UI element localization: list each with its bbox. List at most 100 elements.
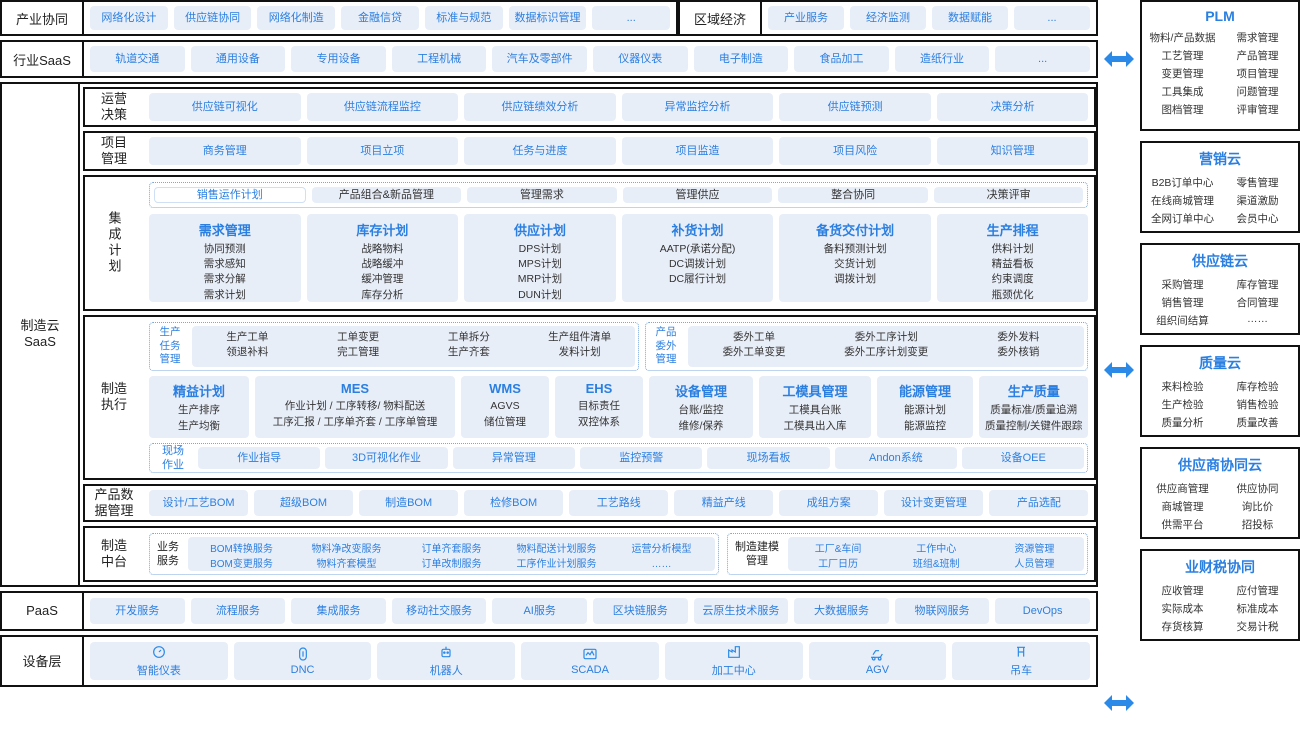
outsource-column[interactable]: 委外工序计划 委外工序计划变更 xyxy=(822,330,950,363)
chip-regional-economy[interactable]: 数据赋能 xyxy=(932,6,1008,30)
task-column[interactable]: 工单拆分 生产齐套 xyxy=(416,330,523,363)
device-chip-dnc[interactable]: DNC xyxy=(233,641,372,680)
panel-quality-cloud[interactable]: 质量云 来料检验 库存检验 生产检验 销售检验 质量分析 质量改善 xyxy=(1140,345,1300,437)
chip-site-operation[interactable]: 监控预警 xyxy=(580,446,703,469)
business-service-column[interactable]: BOM转换服务 BOM变更服务 xyxy=(190,542,293,570)
plan-card[interactable]: 补货计划 AATP(承诺分配) DC调拨计划 DC履行计划 xyxy=(621,214,774,302)
chip-operation-decision[interactable]: 供应链流程监控 xyxy=(306,93,459,121)
exec-card[interactable]: 精益计划 生产排序 生产均衡 xyxy=(149,375,249,438)
panel-finance-tax-collab[interactable]: 业财税协同 应收管理 应付管理 实际成本 标准成本 存货核算 交易计税 xyxy=(1140,549,1300,641)
chip-operation-decision[interactable]: 决策分析 xyxy=(936,93,1089,121)
chip-site-operation[interactable]: 作业指导 xyxy=(198,446,321,469)
chip-paas[interactable]: 云原生技术服务 xyxy=(693,597,789,624)
business-service-column[interactable]: 物料净改变服务 物料齐套模型 xyxy=(295,542,398,570)
chip-operation-decision[interactable]: 供应链预测 xyxy=(779,93,931,121)
outsource-column[interactable]: 委外工单 委外工单变更 xyxy=(690,330,818,363)
chip-regional-economy[interactable]: 经济监测 xyxy=(850,6,926,30)
chip-paas[interactable]: 区块链服务 xyxy=(592,597,688,624)
chip-product-data[interactable]: 检修BOM xyxy=(464,489,564,516)
exec-card[interactable]: WMS AGVS 储位管理 xyxy=(461,375,549,438)
device-chip-crane[interactable]: 吊车 xyxy=(952,641,1091,680)
chip-industry-saas[interactable]: 专用设备 xyxy=(291,46,386,72)
chip-paas[interactable]: 物联网服务 xyxy=(894,597,990,624)
chip-plan-top[interactable]: 决策评审 xyxy=(933,187,1084,203)
chip-industry-saas[interactable]: 汽车及零部件 xyxy=(492,46,587,72)
exec-card[interactable]: EHS 目标责任 双控体系 xyxy=(555,375,643,438)
chip-industry-collab[interactable]: 供应链协同 xyxy=(173,6,252,30)
chip-site-operation[interactable]: 设备OEE xyxy=(962,446,1085,469)
chip-regional-economy-more[interactable]: ... xyxy=(1014,6,1090,30)
device-chip-agv[interactable]: AGV xyxy=(808,641,947,680)
chip-industry-saas[interactable]: 食品加工 xyxy=(794,46,889,72)
chip-paas[interactable]: 大数据服务 xyxy=(794,597,889,624)
chip-site-operation[interactable]: 异常管理 xyxy=(452,446,576,469)
chip-paas[interactable]: 流程服务 xyxy=(190,597,286,624)
chip-project-management[interactable]: 项目监造 xyxy=(621,137,774,165)
chip-paas[interactable]: 集成服务 xyxy=(291,597,386,624)
chip-plan-top[interactable]: 管理需求 xyxy=(467,187,617,203)
chip-product-data[interactable]: 产品选配 xyxy=(989,489,1089,516)
chip-industry-collab[interactable]: 数据标识管理 xyxy=(508,6,587,30)
exec-card[interactable]: 工模具管理 工模具台账 工模具出入库 xyxy=(759,375,871,438)
plan-card[interactable]: 备货交付计划 备料预测计划 交货计划 调拨计划 xyxy=(779,214,931,302)
business-service-column[interactable]: 订单齐套服务 订单改制服务 xyxy=(400,542,503,570)
chip-plan-top[interactable]: 管理供应 xyxy=(622,187,773,203)
chip-industry-collab-more[interactable]: ... xyxy=(592,6,671,30)
chip-plan-top[interactable]: 整合协同 xyxy=(778,187,928,203)
chip-industry-saas[interactable]: 工程机械 xyxy=(391,46,487,72)
business-service-column[interactable]: 运营分析模型 …… xyxy=(610,542,713,570)
chip-project-management[interactable]: 知识管理 xyxy=(936,137,1089,165)
plan-card[interactable]: 需求管理 协同预测 需求感知 需求分解 需求计划 xyxy=(149,214,301,302)
chip-site-operation[interactable]: 3D可视化作业 xyxy=(325,446,448,469)
modeling-column[interactable]: 工作中心 班组&班制 xyxy=(888,542,984,570)
chip-industry-saas[interactable]: 轨道交通 xyxy=(90,46,185,72)
chip-industry-collab[interactable]: 网络化制造 xyxy=(257,6,336,30)
device-chip-robot[interactable]: 机器人 xyxy=(377,641,516,680)
modeling-column[interactable]: 工厂&车间 工厂日历 xyxy=(790,542,886,570)
panel-supply-chain-cloud[interactable]: 供应链云 采购管理 库存管理 销售管理 合同管理 组织间结算 …… xyxy=(1140,243,1300,335)
exec-card[interactable]: 生产质量 质量标准/质量追溯 质量控制/关键件跟踪 xyxy=(979,375,1089,438)
chip-plan-top[interactable]: 销售运作计划 xyxy=(154,187,306,203)
device-chip-scada[interactable]: SCADA xyxy=(521,641,659,680)
chip-product-data[interactable]: 精益产线 xyxy=(674,489,774,516)
chip-product-data[interactable]: 超级BOM xyxy=(254,489,354,516)
chip-project-management[interactable]: 项目风险 xyxy=(779,137,931,165)
chip-industry-saas[interactable]: 电子制造 xyxy=(693,46,789,72)
panel-marketing-cloud[interactable]: 营销云 B2B订单中心 零售管理 在线商城管理 渠道激励 全网订单中心 会员中心 xyxy=(1140,141,1300,233)
chip-industry-collab[interactable]: 网络化设计 xyxy=(90,6,168,30)
task-column[interactable]: 工单变更 完工管理 xyxy=(305,330,412,363)
exec-card[interactable]: 能源管理 能源计划 能源监控 xyxy=(877,375,973,438)
chip-product-data[interactable]: 成组方案 xyxy=(779,489,879,516)
chip-paas[interactable]: AI服务 xyxy=(492,597,587,624)
chip-industry-saas[interactable]: 造纸行业 xyxy=(894,46,990,72)
chip-operation-decision[interactable]: 供应链可视化 xyxy=(149,93,301,121)
plan-card[interactable]: 供应计划 DPS计划 MPS计划 MRP计划 DUN计划 xyxy=(464,214,616,302)
chip-operation-decision[interactable]: 供应链绩效分析 xyxy=(464,93,616,121)
plan-card[interactable]: 库存计划 战略物料 战略缓冲 缓冲管理 库存分析 xyxy=(306,214,459,302)
device-chip-machining-center[interactable]: 加工中心 xyxy=(664,641,803,680)
chip-industry-saas-more[interactable]: ... xyxy=(995,46,1090,72)
chip-operation-decision[interactable]: 异常监控分析 xyxy=(621,93,774,121)
outsource-column[interactable]: 委外发料 委外核销 xyxy=(954,330,1082,363)
chip-site-operation[interactable]: Andon系统 xyxy=(834,446,958,469)
chip-industry-saas[interactable]: 通用设备 xyxy=(190,46,286,72)
chip-product-data[interactable]: 设计变更管理 xyxy=(884,489,984,516)
task-column[interactable]: 生产工单 领退补料 xyxy=(194,330,301,363)
chip-product-data[interactable]: 制造BOM xyxy=(359,489,459,516)
chip-product-data[interactable]: 工艺路线 xyxy=(569,489,669,516)
chip-paas[interactable]: DevOps xyxy=(995,597,1090,624)
exec-card[interactable]: 设备管理 台账/监控 维修/保养 xyxy=(649,375,753,438)
chip-project-management[interactable]: 任务与进度 xyxy=(464,137,616,165)
device-chip-smart-meter[interactable]: 智能仪表 xyxy=(90,641,228,680)
chip-industry-saas[interactable]: 仪器仪表 xyxy=(592,46,688,72)
modeling-column[interactable]: 资源管理 人员管理 xyxy=(986,542,1082,570)
chip-paas[interactable]: 移动社交服务 xyxy=(391,597,487,624)
chip-plan-top[interactable]: 产品组合&新品管理 xyxy=(311,187,462,203)
chip-product-data[interactable]: 设计/工艺BOM xyxy=(149,489,249,516)
panel-supplier-collab-cloud[interactable]: 供应商协同云 供应商管理 供应协同 商城管理 询比价 供需平台 招投标 xyxy=(1140,447,1300,539)
chip-site-operation[interactable]: 现场看板 xyxy=(707,446,830,469)
chip-industry-collab[interactable]: 标准与规范 xyxy=(424,6,503,30)
chip-project-management[interactable]: 商务管理 xyxy=(149,137,301,165)
exec-card[interactable]: MES 作业计划 / 工序转移/ 物料配送 工序汇报 / 工序单齐套 / 工序单… xyxy=(255,375,455,438)
chip-regional-economy[interactable]: 产业服务 xyxy=(768,6,844,30)
